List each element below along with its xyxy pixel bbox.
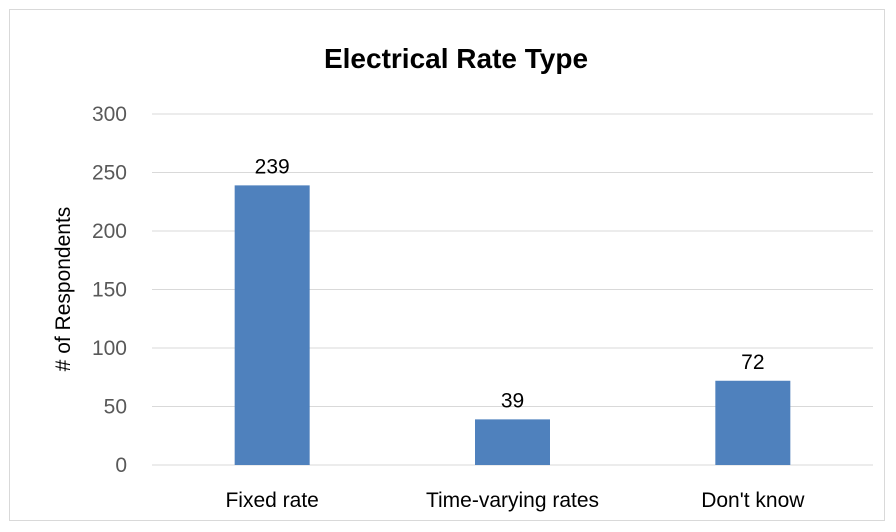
y-tick-label: 0: [115, 454, 127, 477]
chart-title: Electrical Rate Type: [324, 43, 588, 74]
category-label: Fixed rate: [225, 489, 318, 512]
y-tick-label: 100: [92, 337, 127, 360]
category-labels: Fixed rate Time-varying rates Don't know: [225, 489, 805, 512]
y-tick-label: 50: [104, 396, 127, 419]
category-label: Time-varying rates: [426, 489, 599, 512]
data-label: 72: [741, 351, 764, 374]
y-axis-ticks: 0 50 100 150 200 250 300: [92, 103, 127, 477]
data-labels: 239 39 72: [255, 155, 765, 412]
category-label: Don't know: [701, 489, 805, 512]
y-tick-label: 300: [92, 103, 127, 126]
y-tick-label: 200: [92, 220, 127, 243]
y-tick-label: 150: [92, 279, 127, 302]
y-axis-title: # of Respondents: [52, 207, 75, 372]
bar-2: [715, 380, 791, 465]
y-tick-label: 250: [92, 162, 127, 185]
bar-0: [234, 185, 310, 465]
bars: [234, 185, 791, 465]
bar-1: [475, 419, 550, 465]
data-label: 39: [501, 389, 524, 412]
data-label: 239: [255, 155, 290, 178]
